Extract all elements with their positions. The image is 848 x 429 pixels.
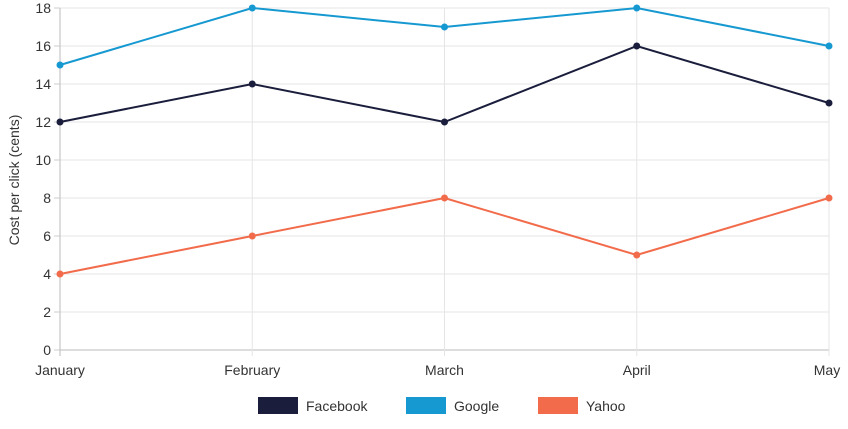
legend-swatch — [406, 397, 446, 414]
legend-label: Google — [454, 398, 499, 414]
legend-label: Facebook — [306, 398, 368, 414]
data-point — [56, 270, 64, 278]
x-tick-label: March — [425, 362, 464, 378]
y-axis-label: Cost per click (cents) — [6, 115, 22, 246]
x-tick-label: May — [814, 362, 840, 378]
data-point — [248, 232, 256, 240]
data-point — [56, 118, 64, 126]
legend-swatch — [538, 397, 578, 414]
data-point — [825, 99, 833, 107]
legend: Facebook Google Yahoo — [258, 397, 626, 414]
data-point — [248, 4, 256, 12]
x-axis: January February March April May — [35, 362, 840, 378]
series-google — [56, 4, 833, 69]
series-yahoo — [56, 194, 833, 278]
x-tick-label: April — [623, 362, 651, 378]
data-point — [441, 118, 448, 126]
x-tick-label: January — [35, 362, 85, 378]
y-tick-label: 2 — [43, 304, 51, 320]
y-tick-label: 0 — [43, 342, 51, 358]
y-axis: 0 2 4 6 8 10 12 14 16 18 — [35, 0, 60, 358]
data-point — [633, 251, 641, 259]
y-tick-label: 10 — [35, 152, 51, 168]
legend-label: Yahoo — [586, 398, 626, 414]
y-tick-label: 4 — [43, 266, 51, 282]
data-point — [825, 42, 833, 50]
legend-swatch — [258, 397, 298, 414]
data-point — [441, 23, 448, 31]
data-point — [633, 4, 641, 12]
y-tick-label: 14 — [35, 76, 51, 92]
x-tick-label: February — [224, 362, 280, 378]
series-lines — [56, 4, 833, 278]
y-tick-label: 6 — [43, 228, 51, 244]
data-point — [248, 80, 256, 88]
y-tick-label: 12 — [35, 114, 51, 130]
y-tick-label: 16 — [35, 38, 51, 54]
data-point — [441, 194, 448, 202]
data-point — [825, 194, 833, 202]
y-tick-label: 8 — [43, 190, 51, 206]
data-point — [633, 42, 641, 50]
data-point — [56, 61, 64, 69]
y-tick-label: 18 — [35, 0, 51, 16]
series-facebook — [56, 42, 833, 126]
grid — [59, 7, 830, 356]
